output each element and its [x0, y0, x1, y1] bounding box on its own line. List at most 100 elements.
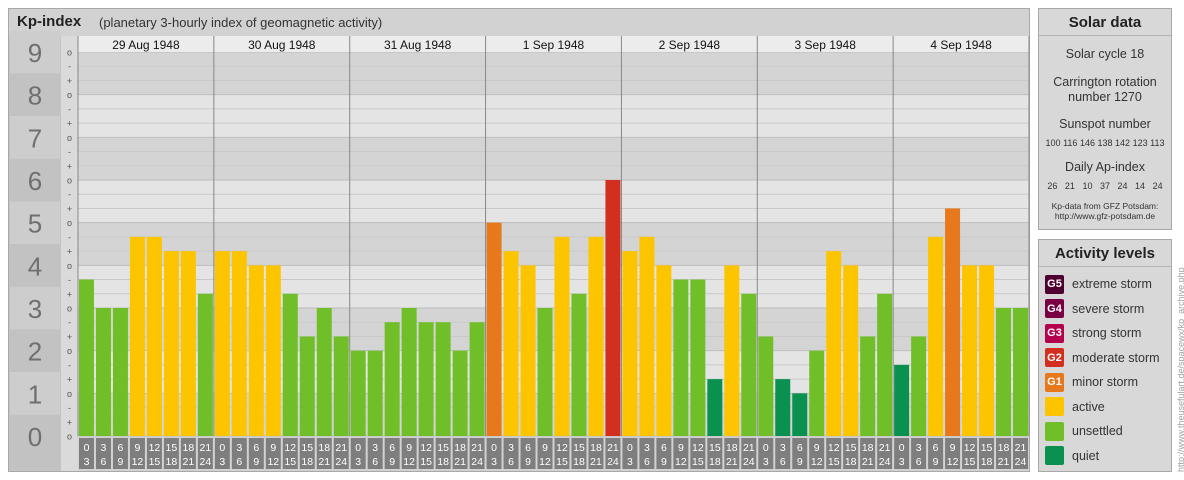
hour-end-label: 21 — [590, 456, 602, 468]
hour-cell — [758, 438, 774, 469]
legend-swatch — [1045, 397, 1064, 416]
hour-end-label: 9 — [933, 456, 939, 468]
kp-bar — [877, 293, 893, 436]
hour-end-label: 9 — [525, 456, 531, 468]
thirds-marker: o — [67, 261, 72, 271]
thirds-marker: o — [67, 304, 72, 314]
hour-end-label: 21 — [183, 456, 195, 468]
hour-start-label: 18 — [183, 442, 195, 454]
hour-start-label: 9 — [542, 442, 548, 454]
hour-end-label: 21 — [862, 456, 874, 468]
kp-bar — [180, 251, 196, 436]
y-tick-band — [10, 116, 60, 159]
hour-start-label: 21 — [471, 442, 483, 454]
hour-start-label: 18 — [590, 442, 602, 454]
kp-bar — [316, 308, 332, 436]
thirds-marker: - — [68, 232, 71, 242]
hour-end-label: 6 — [780, 456, 786, 468]
thirds-marker: - — [68, 147, 71, 157]
legend-quiet: quiet — [1045, 446, 1099, 466]
thirds-marker: o — [67, 346, 72, 356]
chart-header: Kp-index (planetary 3-hourly index of ge… — [9, 9, 1029, 35]
hour-start-label: 3 — [236, 442, 242, 454]
hour-cell — [605, 438, 621, 469]
thirds-marker: o — [67, 389, 72, 399]
hour-end-label: 6 — [644, 456, 650, 468]
hour-cell — [826, 438, 842, 469]
kp-bar — [571, 293, 587, 436]
hour-cell — [112, 438, 128, 469]
ap-value: 24 — [1152, 181, 1163, 191]
hour-end-label: 24 — [471, 456, 483, 468]
hour-cell — [673, 438, 689, 469]
hour-start-label: 15 — [981, 442, 993, 454]
hour-cell — [146, 438, 162, 469]
hour-start-label: 21 — [1015, 442, 1027, 454]
hour-end-label: 3 — [219, 456, 225, 468]
hour-cell — [520, 438, 536, 469]
hour-start-label: 3 — [508, 442, 514, 454]
hour-start-label: 9 — [950, 442, 956, 454]
kp-bar — [656, 265, 672, 436]
y-tick-label: 8 — [28, 81, 42, 111]
sunspot-title: Sunspot number — [1059, 117, 1151, 131]
source-link[interactable]: http://www.gfz-potsdam.de — [1054, 211, 1156, 221]
hour-end-label: 21 — [318, 456, 330, 468]
hour-cell — [418, 438, 434, 469]
thirds-marker: o — [67, 176, 72, 186]
hour-cell — [231, 438, 247, 469]
legend-unsettled: unsettled — [1045, 421, 1123, 441]
sunspot-value: 113 — [1150, 138, 1165, 148]
kp-bar — [554, 236, 570, 436]
ap-value: 24 — [1117, 181, 1128, 191]
hour-cell — [792, 438, 808, 469]
kp-bar — [112, 308, 128, 436]
hour-start-label: 6 — [661, 442, 667, 454]
hour-cell — [299, 438, 315, 469]
kp-bar — [894, 364, 910, 436]
kp-bar — [248, 265, 264, 436]
grid-band — [78, 137, 1029, 180]
ap-value: 14 — [1135, 181, 1146, 191]
hour-end-label: 6 — [372, 456, 378, 468]
kp-bar — [588, 236, 604, 436]
hour-end-label: 3 — [899, 456, 905, 468]
hour-start-label: 9 — [678, 442, 684, 454]
kp-bar — [197, 293, 213, 436]
hour-cell — [163, 438, 179, 469]
hour-start-label: 9 — [814, 442, 820, 454]
kp-bar — [707, 379, 723, 436]
hour-end-label: 21 — [454, 456, 466, 468]
activity-levels-panel: Activity levels G5 extreme storm G4 severe … — [1038, 239, 1172, 472]
kp-bar — [265, 265, 281, 436]
hour-end-label: 24 — [335, 456, 347, 468]
thirds-marker: o — [67, 48, 72, 58]
day-label: 29 Aug 1948 — [112, 38, 180, 52]
hour-cell — [724, 438, 740, 469]
hour-cell — [503, 438, 519, 469]
kp-bar — [826, 251, 842, 436]
hour-start-label: 0 — [491, 442, 497, 454]
hour-cell — [333, 438, 349, 469]
hour-cell — [588, 438, 604, 469]
hour-end-label: 9 — [389, 456, 395, 468]
legend-swatch: G2 — [1045, 348, 1064, 367]
legend-swatch — [1045, 446, 1064, 465]
y-tick-band — [10, 158, 60, 202]
y-tick-label: 1 — [28, 379, 42, 409]
kp-bar — [384, 322, 400, 436]
thirds-marker: o — [67, 432, 72, 442]
kp-bar — [639, 236, 655, 436]
thirds-marker: - — [68, 360, 71, 370]
hour-start-label: 12 — [556, 442, 568, 454]
hour-start-label: 0 — [355, 442, 361, 454]
legend-swatch: G5 — [1045, 274, 1064, 294]
legend-label: minor storm — [1072, 375, 1138, 389]
hour-start-label: 9 — [270, 442, 276, 454]
thirds-marker: + — [67, 119, 72, 129]
hour-cell — [197, 438, 213, 469]
hour-start-label: 3 — [372, 442, 378, 454]
credit-link[interactable]: http://www.theusefulart.de/spacewx/kp_ar… — [1176, 267, 1184, 472]
kp-bar — [129, 236, 145, 436]
hour-end-label: 24 — [1015, 456, 1027, 468]
